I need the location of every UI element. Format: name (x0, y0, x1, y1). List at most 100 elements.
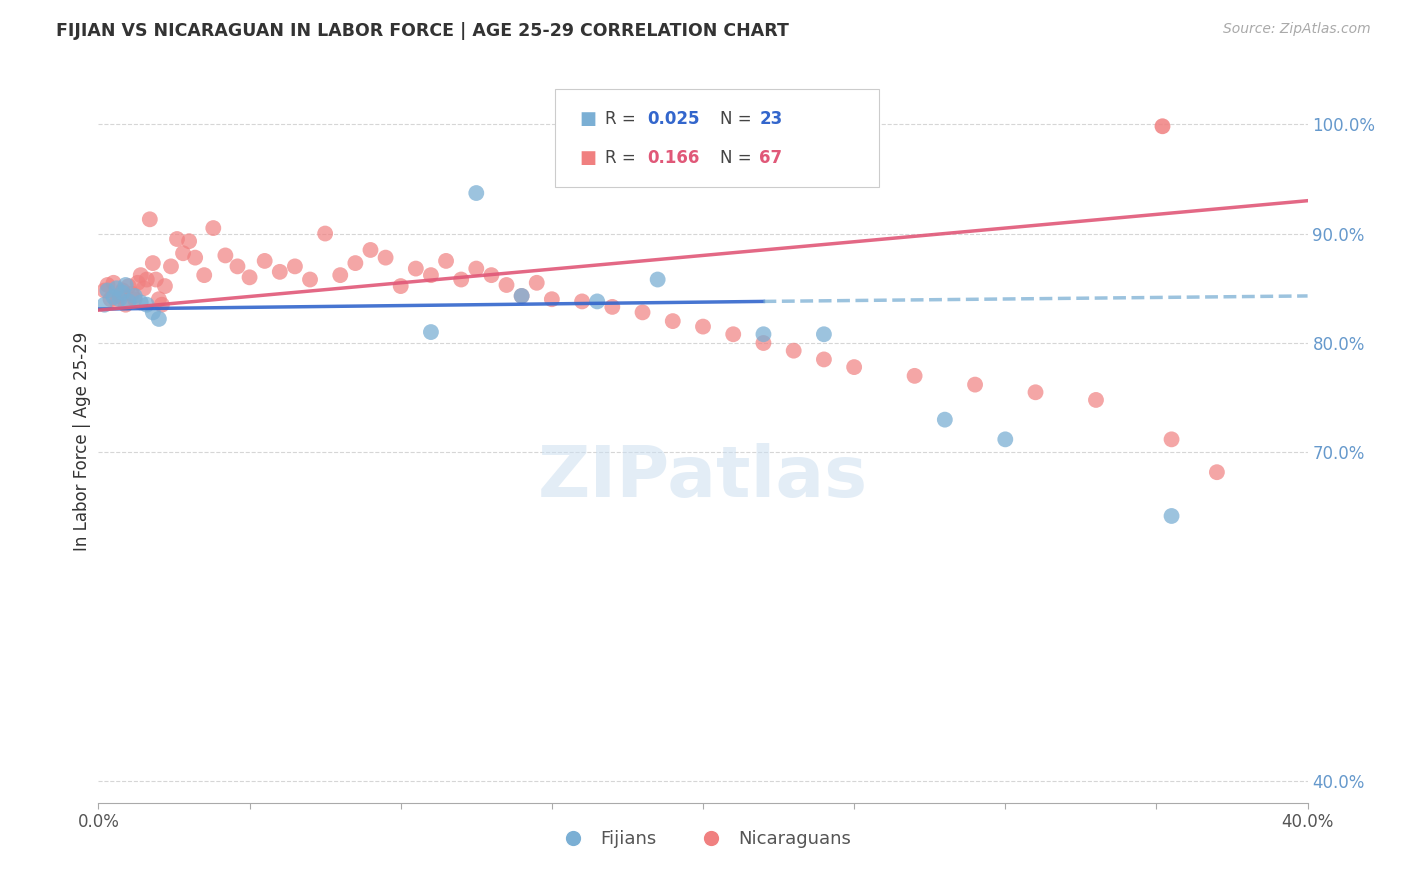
Point (904, 368, 927, 383)
Point (1024, 385, 1046, 400)
Point (179, 234, 201, 248)
Point (405, 261, 427, 276)
Point (108, 292, 131, 306)
Point (226, 260, 249, 274)
Point (1085, 392, 1108, 407)
Point (752, 327, 775, 342)
Point (647, 272, 669, 286)
Legend: Fijians, Nicaraguans: Fijians, Nicaraguans (548, 822, 858, 855)
Point (661, 314, 683, 328)
Point (202, 221, 225, 235)
Text: 0.025: 0.025 (647, 110, 699, 128)
Point (124, 292, 146, 306)
Point (571, 294, 593, 309)
Point (93, 284, 115, 298)
Point (752, 336, 775, 351)
Point (1160, 433, 1182, 447)
Point (139, 212, 162, 227)
Text: Source: ZipAtlas.com: Source: ZipAtlas.com (1223, 22, 1371, 37)
Text: R =: R = (605, 149, 641, 167)
Text: 23: 23 (759, 110, 783, 128)
Point (540, 292, 562, 306)
Point (114, 277, 136, 292)
Point (172, 246, 194, 260)
Point (96, 277, 118, 292)
Point (450, 272, 472, 286)
Point (184, 251, 207, 265)
Point (420, 325, 443, 339)
Point (586, 294, 609, 309)
Point (994, 433, 1017, 447)
Point (481, 268, 503, 282)
Point (269, 265, 291, 279)
Point (127, 276, 149, 290)
Point (813, 327, 835, 342)
Point (495, 277, 517, 292)
Point (1152, 120, 1174, 134)
Point (934, 412, 956, 426)
Point (129, 268, 152, 282)
Point (420, 268, 443, 282)
Text: 67: 67 (759, 149, 782, 167)
Point (723, 327, 745, 342)
Point (193, 268, 215, 282)
Point (389, 279, 412, 293)
Point (96, 284, 118, 298)
Point (93, 298, 115, 312)
Point (118, 279, 141, 293)
Point (813, 352, 835, 367)
Point (129, 295, 152, 310)
Point (111, 284, 134, 298)
Point (103, 276, 125, 290)
Point (142, 256, 165, 270)
Point (121, 286, 143, 301)
Text: R =: R = (605, 110, 641, 128)
Point (329, 268, 352, 282)
Point (124, 289, 146, 303)
Point (132, 281, 155, 295)
Point (360, 243, 382, 257)
Point (100, 292, 122, 306)
Point (214, 248, 236, 262)
Point (145, 272, 167, 286)
Y-axis label: In Labor Force | Age 25-29: In Labor Force | Age 25-29 (73, 332, 91, 551)
Text: ■: ■ (579, 110, 596, 128)
Point (105, 281, 128, 295)
Text: FIJIAN VS NICARAGUAN IN LABOR FORCE | AGE 25-29 CORRELATION CHART: FIJIAN VS NICARAGUAN IN LABOR FORCE | AG… (56, 22, 789, 40)
Point (114, 298, 136, 312)
Text: N =: N = (720, 149, 756, 167)
Point (510, 289, 533, 303)
Point (465, 186, 488, 200)
Point (692, 319, 714, 334)
Point (314, 227, 336, 241)
Point (374, 251, 396, 265)
Point (1206, 465, 1229, 479)
Text: ZIPatlas: ZIPatlas (538, 443, 868, 512)
Point (284, 260, 307, 274)
Point (434, 253, 457, 268)
Point (344, 256, 367, 270)
Point (135, 272, 157, 286)
Text: ■: ■ (579, 149, 596, 167)
Point (631, 305, 654, 319)
Point (602, 300, 624, 314)
Text: N =: N = (720, 110, 756, 128)
Point (844, 360, 866, 375)
Point (166, 232, 188, 246)
Point (1160, 508, 1182, 523)
Text: 0.166: 0.166 (647, 149, 699, 167)
Point (510, 289, 533, 303)
Point (148, 292, 170, 306)
Point (103, 290, 125, 304)
Point (111, 285, 134, 300)
Point (965, 377, 987, 392)
Point (253, 253, 276, 268)
Point (148, 312, 170, 326)
Point (142, 305, 165, 319)
Point (160, 260, 183, 274)
Point (118, 294, 141, 309)
Point (526, 276, 548, 290)
Point (108, 289, 131, 303)
Point (239, 270, 262, 285)
Point (299, 272, 322, 286)
